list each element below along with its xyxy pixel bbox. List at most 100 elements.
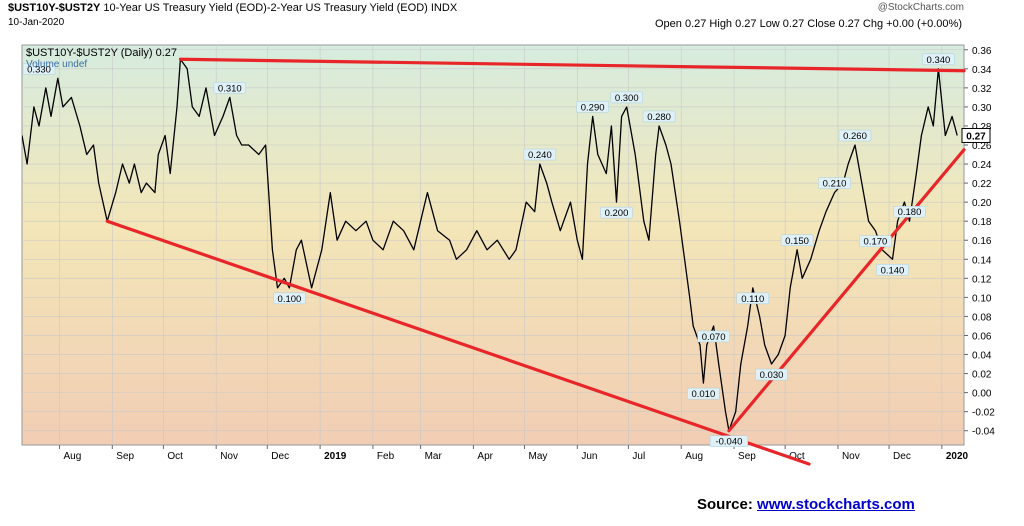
annotation-label: 0.340 [927, 55, 951, 66]
brand-label: @StockCharts.com [877, 2, 964, 13]
annotation-label: 0.070 [702, 332, 726, 343]
x-tick-label: Aug [685, 451, 703, 462]
annotation-label: 0.300 [615, 93, 639, 104]
y-tick-label: 0.04 [972, 351, 992, 362]
annotation-box [876, 264, 909, 276]
y-tick-label: 0.24 [972, 160, 992, 171]
x-tick-label: Jul [632, 451, 645, 462]
price-series [22, 58, 958, 432]
annotation-box [859, 235, 892, 247]
annotation-box [576, 101, 609, 113]
x-tick-label: Apr [477, 451, 493, 462]
y-tick-label: 0.02 [972, 370, 992, 381]
trendlines [105, 57, 966, 466]
y-tick-label: 0.10 [972, 293, 992, 304]
y-tick-label: 0.00 [972, 389, 992, 400]
annotation-box [818, 177, 851, 189]
annotations: 0.330 0.310 0.100 0.240 0.290 0.300 0.200 0.280… [22, 53, 955, 448]
exchange-label: INDX [430, 2, 458, 14]
annotation-box [838, 129, 872, 142]
y-tick-label: 0.14 [972, 255, 992, 266]
annotation-label: 0.030 [760, 370, 784, 381]
x-tick-label: Aug [63, 451, 81, 462]
symbol-description: 10-Year US Treasury Yield (EOD)-2-Year U… [103, 2, 428, 14]
x-tick-label: 2020 [946, 451, 969, 462]
x-tick-label: Nov [842, 451, 860, 462]
chart-date: 10-Jan-2020 [8, 17, 65, 28]
y-tick-label: 0.28 [972, 122, 992, 133]
x-tick-label: Jun [581, 451, 597, 462]
y-tick-label: 0.26 [972, 141, 992, 152]
annotation-box [893, 205, 926, 218]
annotation-box [273, 292, 306, 305]
x-tick-label: Feb [377, 451, 395, 462]
y-tick-label: 0.06 [972, 331, 992, 342]
annotation-box [523, 148, 557, 161]
annotation-label: 0.210 [823, 179, 847, 190]
x-tick-label: May [529, 451, 548, 462]
annotation-label: 0.240 [528, 150, 552, 161]
y-tick-label: 0.32 [972, 84, 992, 95]
last-value-marker: 0.27 [961, 127, 991, 143]
last-value-box [961, 127, 991, 143]
trendline [105, 219, 811, 466]
annotation-box [697, 330, 730, 343]
annotation-label: 0.290 [581, 102, 605, 113]
annotation-label: 0.260 [843, 131, 867, 142]
annotation-label: -0.040 [715, 437, 742, 448]
y-tick-label: 0.22 [972, 179, 992, 190]
trendline [178, 57, 966, 73]
y-axis: 0.36 0.34 0.32 0.30 0.28 0.26 0.24 0.22 0.20 0.18… [964, 46, 995, 438]
x-tick-label: 2019 [324, 451, 347, 462]
annotation-label: 0.110 [741, 294, 764, 305]
annotation-box [642, 110, 676, 123]
annotation-box [780, 234, 814, 247]
y-tick-label: -0.02 [972, 408, 995, 419]
y-tick-label: 0.20 [972, 198, 992, 209]
source-label: Source: [697, 496, 753, 513]
annotation-box [922, 53, 955, 66]
chart-header-line1: $UST10Y-$UST2Y 10-Year US Treasury Yield… [8, 2, 457, 14]
series-line [22, 58, 958, 432]
chart-svg: Aug Sep Oct Nov Dec 2019 Feb Mar Apr May Jun Jul Aug… [21, 44, 995, 466]
annotation-label: 0.280 [647, 112, 671, 123]
y-tick-label: 0.30 [972, 103, 992, 114]
y-tick-label: 0.12 [972, 274, 992, 285]
y-tick-label: -0.04 [972, 427, 995, 438]
x-tick-label: Oct [789, 451, 805, 462]
quote-line: Open 0.27 High 0.27 Low 0.27 Close 0.27 … [655, 18, 962, 30]
annotation-box [687, 387, 720, 400]
y-tick-label: 0.36 [972, 46, 992, 57]
annotation-label: 0.170 [864, 237, 888, 248]
annotation-label: 0.200 [605, 208, 629, 219]
last-value-label: 0.27 [966, 131, 986, 142]
y-tick-label: 0.08 [972, 312, 992, 323]
annotation-box [600, 206, 633, 219]
x-tick-label: Mar [425, 451, 443, 462]
annotation-box [22, 63, 56, 75]
x-tick-label: Nov [220, 451, 238, 462]
legend-main: $UST10Y-$UST2Y (Daily) 0.27 [26, 47, 177, 59]
x-tick-label: Dec [271, 451, 289, 462]
y-tick-label: 0.16 [972, 236, 992, 247]
annotation-label: 0.010 [691, 389, 715, 400]
annotation-label: 0.140 [881, 265, 905, 276]
annotation-box [736, 292, 770, 305]
source-link[interactable]: www.stockcharts.com [757, 496, 915, 513]
symbol-label: $UST10Y-$UST2Y [8, 2, 101, 14]
x-tick-label: Sep [116, 451, 134, 462]
annotation-label: 0.310 [218, 83, 242, 94]
x-tick-label: Oct [167, 451, 183, 462]
annotation-box [213, 82, 247, 94]
y-tick-label: 0.18 [972, 217, 992, 228]
annotation-box [610, 91, 643, 104]
annotation-label: 0.100 [278, 294, 302, 305]
x-axis: Aug Sep Oct Nov Dec 2019 Feb Mar Apr May Jun Jul Aug… [58, 445, 969, 462]
annotation-box [709, 435, 748, 447]
legend-volume: Volume undef [26, 59, 87, 70]
x-tick-label: Sep [738, 451, 756, 462]
annotation-label: 0.330 [27, 64, 51, 75]
y-tick-label: 0.34 [972, 65, 992, 76]
annotation-label: 0.180 [898, 207, 922, 218]
x-tick-label: Dec [893, 451, 911, 462]
